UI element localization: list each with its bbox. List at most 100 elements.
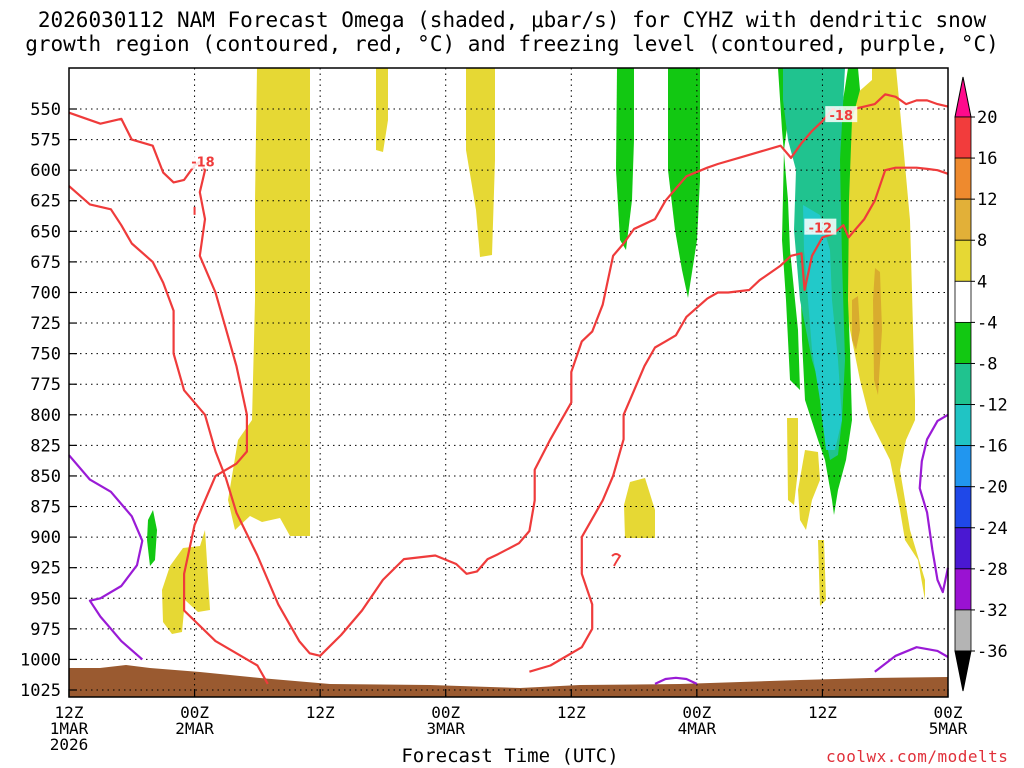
colorbar-label: -12 bbox=[977, 396, 1008, 416]
y-tick-label: 1025 bbox=[20, 681, 61, 701]
colorbar-band bbox=[954, 445, 972, 488]
y-tick-label: 575 bbox=[30, 131, 61, 151]
omega-region-yellow-8 bbox=[818, 540, 826, 606]
colorbar-label: -20 bbox=[977, 478, 1008, 498]
y-tick-label: 925 bbox=[30, 559, 61, 579]
x-tick-label: 00Z bbox=[180, 703, 209, 722]
colorbar-label: -16 bbox=[977, 437, 1008, 457]
x-tick-label: 12Z bbox=[306, 703, 335, 722]
freezing-level-contour bbox=[874, 646, 949, 673]
y-tick-label: 625 bbox=[30, 192, 61, 212]
dendritic-contour bbox=[68, 111, 269, 685]
colorbar-band bbox=[954, 280, 972, 323]
omega-region-yellow-6 bbox=[787, 418, 798, 505]
colorbar-bottom-arrow bbox=[954, 650, 972, 692]
colorbar-label: 20 bbox=[977, 108, 997, 128]
colorbar-band bbox=[954, 486, 972, 529]
y-tick-label: 875 bbox=[30, 498, 61, 518]
y-tick-label: 650 bbox=[30, 222, 61, 242]
omega-region-green-2 bbox=[616, 68, 634, 250]
omega-region-yellow-4 bbox=[466, 68, 495, 257]
x-tick-label: 00Z bbox=[431, 703, 460, 722]
omega-region-yellow-3 bbox=[376, 68, 388, 152]
colorbar-label: -32 bbox=[977, 601, 1008, 621]
x-tick-label: 12Z bbox=[557, 703, 586, 722]
plot-frame bbox=[68, 67, 949, 698]
colorbar-label: -28 bbox=[977, 560, 1008, 580]
x-tick-label: 3MAR bbox=[426, 719, 465, 738]
credit-text: coolwx.com/modelts bbox=[826, 747, 1009, 766]
colorbar-label: 8 bbox=[977, 231, 987, 251]
y-tick-label: 550 bbox=[30, 100, 61, 120]
dendritic-contour-fragment bbox=[611, 553, 622, 567]
x-tick-label: 2MAR bbox=[175, 719, 214, 738]
x-axis-title: Forecast Time (UTC) bbox=[401, 745, 619, 767]
y-tick-label: 750 bbox=[30, 345, 61, 365]
y-tick-label: 825 bbox=[30, 436, 61, 456]
contour-label: -12 bbox=[809, 222, 833, 237]
y-axis: 550 575 600 625 650 675 700 725 750 775 800 825 850 8… bbox=[20, 100, 77, 701]
chart-title-line-1: 2026030112 NAM Forecast Omega (shaded, μ… bbox=[37, 8, 987, 32]
colorbar-band bbox=[954, 239, 972, 282]
colorbar-band bbox=[954, 157, 972, 200]
x-tick-label: 12Z bbox=[808, 703, 837, 722]
y-tick-label: 700 bbox=[30, 283, 61, 303]
x-tick-label: 1MAR bbox=[50, 719, 89, 738]
colorbar: 20 16 12 8 4 -4 -8 -12 -16 -20 -24 -28 -32 -36 bbox=[954, 76, 1008, 692]
x-tick-label: 00Z bbox=[934, 703, 963, 722]
x-tick-label: 4MAR bbox=[678, 719, 717, 738]
y-tick-label: 600 bbox=[30, 161, 61, 181]
colorbar-band bbox=[954, 609, 972, 652]
y-tick-label: 675 bbox=[30, 253, 61, 273]
freezing-level-contour bbox=[68, 454, 144, 661]
omega-region-green-3 bbox=[668, 68, 700, 298]
freezing-level-contour bbox=[654, 676, 698, 685]
x-tick-label: 5MAR bbox=[929, 719, 968, 738]
ground-terrain bbox=[69, 665, 948, 697]
y-tick-label: 1000 bbox=[20, 650, 61, 670]
colorbar-band bbox=[954, 198, 972, 241]
x-tick-label: 2026 bbox=[50, 735, 89, 754]
y-tick-label: 800 bbox=[30, 406, 61, 426]
colorbar-band bbox=[954, 116, 972, 159]
colorbar-label: -36 bbox=[977, 642, 1008, 662]
colorbar-band bbox=[954, 527, 972, 570]
contours: -18 -18 -12 bbox=[68, 93, 950, 685]
colorbar-band bbox=[954, 363, 972, 405]
colorbar-band bbox=[954, 404, 972, 447]
y-tick-label: 900 bbox=[30, 528, 61, 548]
omega-region-yellow-1 bbox=[228, 68, 310, 536]
y-tick-label: 850 bbox=[30, 467, 61, 487]
colorbar-label: 12 bbox=[977, 190, 997, 210]
omega-region-darkyellow-2 bbox=[873, 268, 882, 395]
omega-region-yellow-7 bbox=[798, 450, 820, 530]
colorbar-band bbox=[954, 321, 972, 364]
y-tick-label: 950 bbox=[30, 589, 61, 609]
contour-label-bg bbox=[804, 218, 837, 235]
x-tick-label: 00Z bbox=[682, 703, 711, 722]
y-tick-label: 975 bbox=[30, 620, 61, 640]
freezing-level-contour bbox=[918, 413, 950, 594]
contour-label: -18 bbox=[830, 109, 854, 124]
contour-label: -18 bbox=[191, 156, 215, 171]
omega-region-yellow-5 bbox=[624, 478, 655, 538]
x-tick-label: 12Z bbox=[55, 703, 84, 722]
colorbar-label: 16 bbox=[977, 149, 997, 169]
colorbar-band bbox=[954, 568, 972, 611]
grid bbox=[69, 68, 948, 697]
dendritic-contour bbox=[529, 166, 949, 673]
omega-region-yellow-2 bbox=[162, 530, 210, 634]
chart-title-line-2: growth region (contoured, red, °C) and f… bbox=[25, 32, 999, 56]
omega-shading bbox=[69, 68, 948, 697]
colorbar-label: -8 bbox=[977, 354, 997, 374]
contour-label-bg bbox=[186, 152, 219, 169]
omega-region-green-1 bbox=[147, 510, 157, 566]
y-tick-label: 725 bbox=[30, 314, 61, 334]
colorbar-label: 4 bbox=[977, 272, 987, 292]
colorbar-top-arrow bbox=[954, 76, 972, 118]
colorbar-label: -24 bbox=[977, 519, 1008, 539]
colorbar-label: -4 bbox=[977, 313, 997, 333]
contour-label-bg bbox=[825, 106, 858, 123]
